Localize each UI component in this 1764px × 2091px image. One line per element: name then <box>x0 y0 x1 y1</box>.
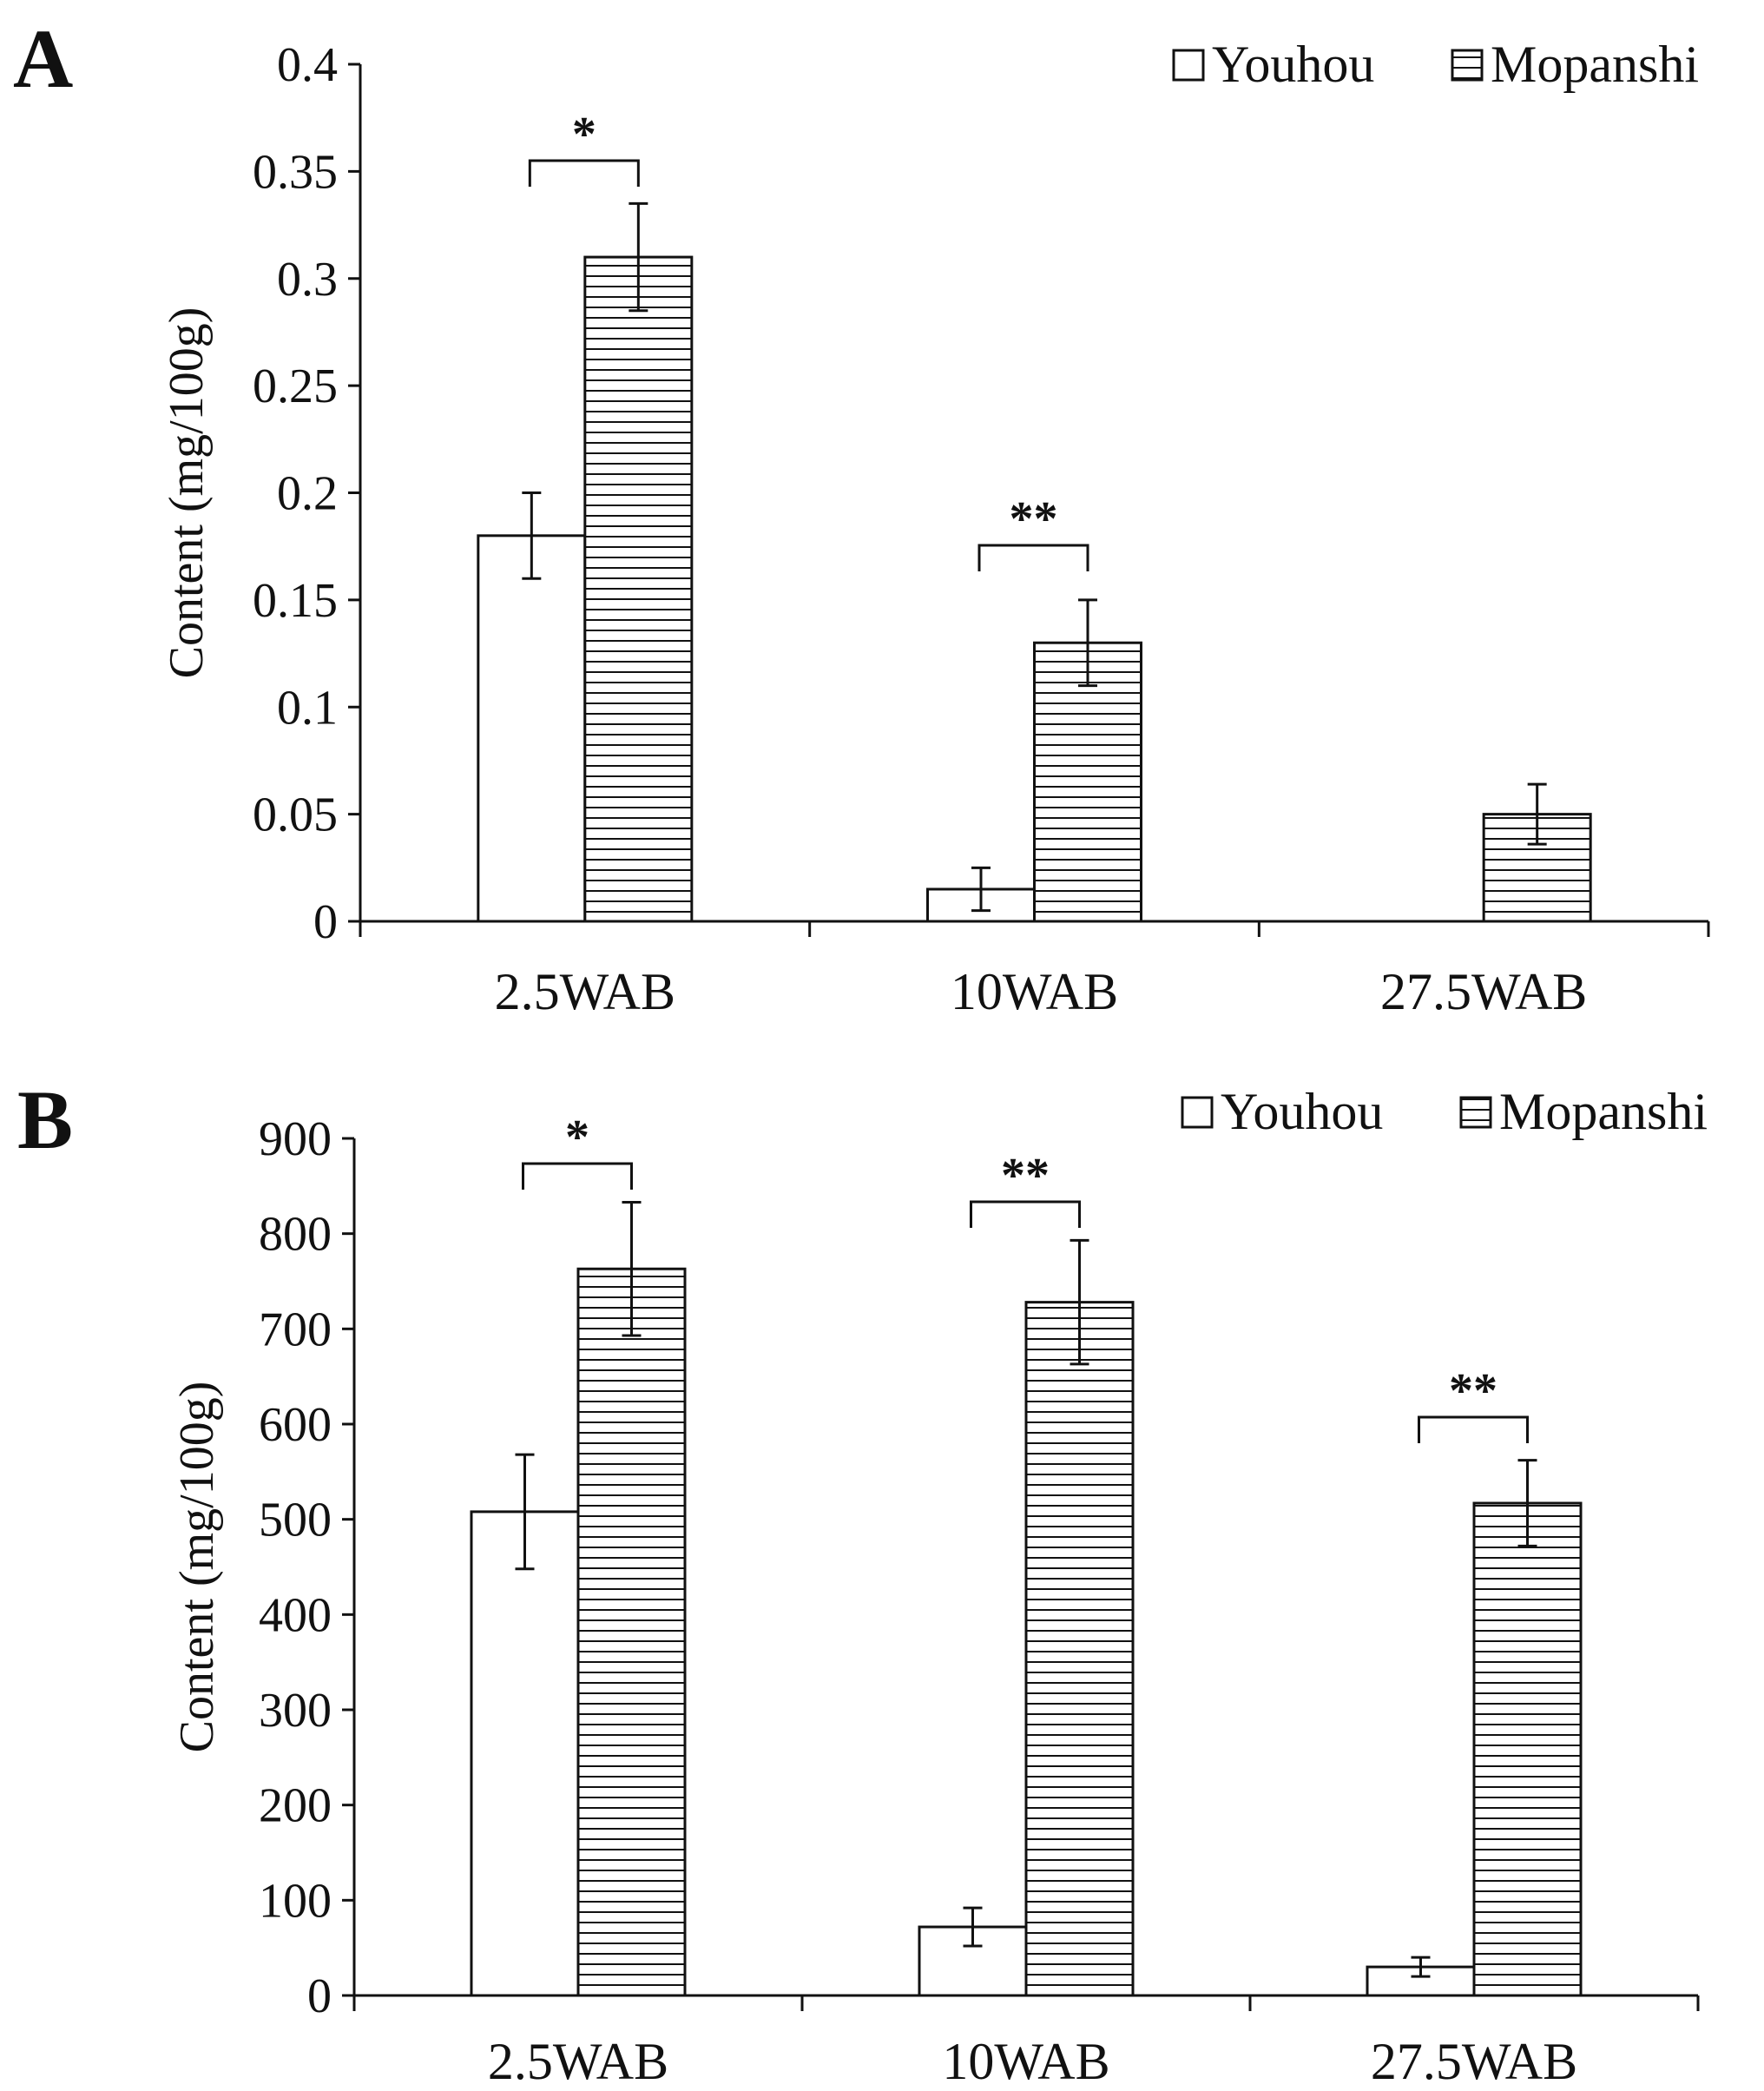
legend-label-mopanshi: Mopanshi <box>1491 36 1699 93</box>
x-tick-label: 10WAB <box>942 2033 1109 2090</box>
y-tick-label: 0.1 <box>277 681 338 735</box>
legend-label-mopanshi: Mopanshi <box>1499 1083 1708 1140</box>
significance-label: * <box>565 1111 589 1164</box>
bar-mopanshi-2-5wab <box>576 1267 687 1997</box>
significance-label: * <box>572 108 596 162</box>
y-tick-label: 0.2 <box>277 467 338 521</box>
y-tick-label: 0 <box>313 895 338 949</box>
significance-bracket <box>1418 1415 1529 1443</box>
y-tick-label: 0.4 <box>277 38 338 92</box>
legend-swatch-youhou <box>1172 49 1205 82</box>
y-tick-label: 300 <box>259 1684 332 1738</box>
x-tick-label: 10WAB <box>951 963 1118 1020</box>
y-tick-label: 0.25 <box>253 359 338 413</box>
x-tick-label: 2.5WAB <box>495 963 675 1020</box>
y-tick-label: 100 <box>259 1874 332 1928</box>
legend-label-youhou: Youhou <box>1221 1083 1383 1140</box>
bar-mopanshi-2-5wab <box>583 255 694 923</box>
chart-panel-b: B 0 100 200 300 400 500 600 700 800 900 2.5WAB 10WAB… <box>17 1073 1708 2090</box>
y-tick-label: 700 <box>259 1303 332 1356</box>
y-tick-label: 400 <box>259 1588 332 1642</box>
y-tick-label: 0.35 <box>253 145 338 199</box>
legend-label-youhou: Youhou <box>1212 36 1374 93</box>
y-tick-label: 0.15 <box>253 574 338 628</box>
y-tick-label: 600 <box>259 1398 332 1452</box>
x-tick-label: 2.5WAB <box>488 2033 668 2090</box>
legend-swatch-mopanshi <box>1451 49 1484 82</box>
x-tick-label: 27.5WAB <box>1380 963 1587 1020</box>
y-tick-label: 0.3 <box>277 253 338 307</box>
panel-label: B <box>17 1073 73 1166</box>
significance-label: ** <box>1449 1364 1497 1418</box>
y-tick-label: 500 <box>259 1494 332 1547</box>
y-tick-label: 200 <box>259 1779 332 1833</box>
significance-bracket <box>528 159 640 187</box>
bar-youhou-2-5wab <box>470 1510 580 1997</box>
significance-label: ** <box>1010 492 1058 546</box>
significance-bracket <box>977 544 1089 571</box>
y-tick-label: 0 <box>307 1969 332 2023</box>
bar-mopanshi-10wab <box>1024 1301 1135 1997</box>
legend-swatch-youhou <box>1181 1096 1214 1129</box>
legend-swatch-mopanshi <box>1459 1096 1492 1129</box>
significance-bracket <box>970 1200 1081 1228</box>
bar-youhou-2-5wab <box>477 534 587 923</box>
panel-label: A <box>13 12 73 105</box>
x-tick-label: 27.5WAB <box>1371 2033 1577 2090</box>
y-tick-label: 900 <box>259 1112 332 1166</box>
y-axis-title: Content (mg/100g) <box>160 307 214 679</box>
y-tick-label: 800 <box>259 1208 332 1262</box>
chart-panel-a: A 0 0.05 0.1 0.15 0.2 0.25 0.3 0.35 0.4 2.5WAB 10WA… <box>13 12 1710 1020</box>
y-tick-label: 0.05 <box>253 788 338 842</box>
significance-bracket <box>522 1162 633 1190</box>
bar-mopanshi-10wab <box>1033 641 1142 923</box>
significance-label: ** <box>1001 1149 1050 1203</box>
bar-mopanshi-27-5wab <box>1472 1501 1583 1997</box>
y-axis-title: Content (mg/100g) <box>170 1382 224 1753</box>
